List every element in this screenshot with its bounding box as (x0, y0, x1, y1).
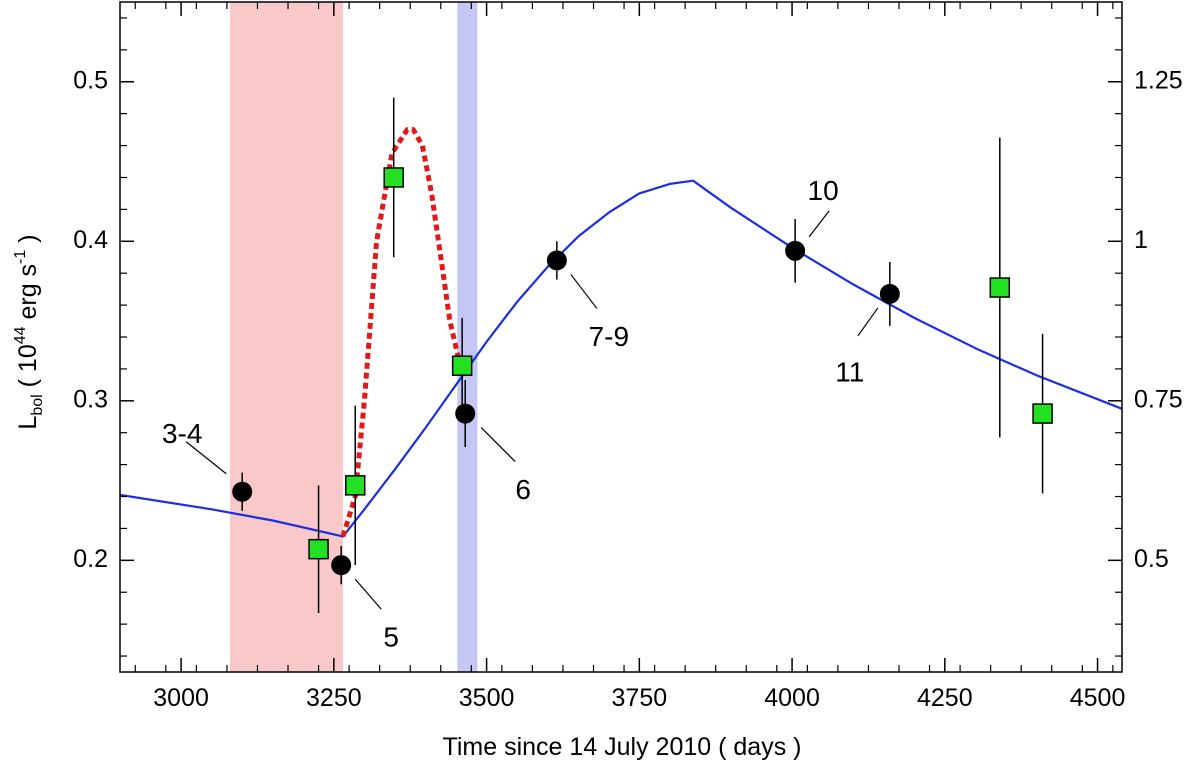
annotation-label: 5 (383, 622, 399, 653)
flare-model-line (340, 127, 462, 538)
model-curves (119, 127, 1123, 538)
data-point-circle (546, 250, 567, 271)
y-tick-label: 0.5 (73, 66, 108, 94)
y2-tick-label: 1.25 (1134, 66, 1183, 94)
annotation-label: 6 (515, 474, 531, 505)
annotations: 3-4 5 6 7-9 10 11 (162, 175, 879, 653)
y-title-exp: 44 (12, 326, 29, 344)
annotation-label: 10 (808, 175, 839, 206)
x-tick-label: 4000 (764, 684, 820, 712)
y2-tick-label: 1 (1134, 226, 1148, 254)
data-point-circle (879, 283, 900, 304)
data-point-circle (455, 403, 476, 424)
data-point-square (1032, 403, 1053, 424)
y-title-exp2: -1 (12, 250, 29, 264)
data-point-square (989, 277, 1011, 298)
y-tick-label: 0.3 (73, 385, 108, 413)
x-tick-label: 3000 (153, 684, 209, 712)
annotation-leader (857, 307, 879, 337)
x-tick-label: 3500 (459, 684, 515, 712)
axes: 3000 3250 3500 3750 4000 4250 4500 0.2 0.3 0.4 0.5… (73, 1, 1183, 712)
y2-tick-label: 0.75 (1134, 385, 1183, 413)
y-title-close: ) (14, 234, 42, 249)
data-point-square (383, 167, 404, 188)
annotation-leader (570, 274, 598, 309)
y-tick-label: 0.4 (73, 226, 108, 254)
data-point-square (451, 355, 473, 376)
annotation-label: 3-4 (162, 418, 202, 449)
annotation-label: 7-9 (589, 321, 629, 352)
x-tick-label: 4500 (1070, 684, 1126, 712)
data-point-circle (331, 555, 352, 576)
shaded-region-2 (457, 2, 478, 672)
annotation-leader (185, 441, 227, 475)
data-point-square (308, 538, 329, 560)
x-axis-title: Time since 14 July 2010 ( days ) (443, 733, 802, 761)
data-point-square (344, 475, 366, 496)
fit-model-line (119, 179, 1123, 538)
y2-tick-label: 0.5 (1134, 545, 1169, 573)
shaded-region-1 (229, 2, 344, 672)
y-title-mid: erg s (14, 264, 42, 327)
data-point-circle (232, 481, 253, 502)
data-points (232, 97, 1053, 613)
x-tick-label: 3750 (612, 684, 668, 712)
x-tick-label: 4250 (917, 684, 973, 712)
y-axis-title: Lbol ( 1044 erg s-1 ) (12, 234, 46, 429)
annotation-leader (354, 578, 382, 610)
annotation-leader (808, 210, 830, 238)
y-title-sub: bol (29, 394, 46, 415)
annotation-leader (480, 427, 516, 462)
data-point-circle (785, 240, 806, 261)
shaded-regions (229, 2, 478, 672)
y-title-main: L (14, 416, 42, 430)
y-tick-label: 0.2 (73, 545, 108, 573)
annotation-label: 11 (835, 356, 864, 387)
y-title-open: ( 10 (14, 344, 42, 394)
x-tick-label: 3250 (306, 684, 362, 712)
